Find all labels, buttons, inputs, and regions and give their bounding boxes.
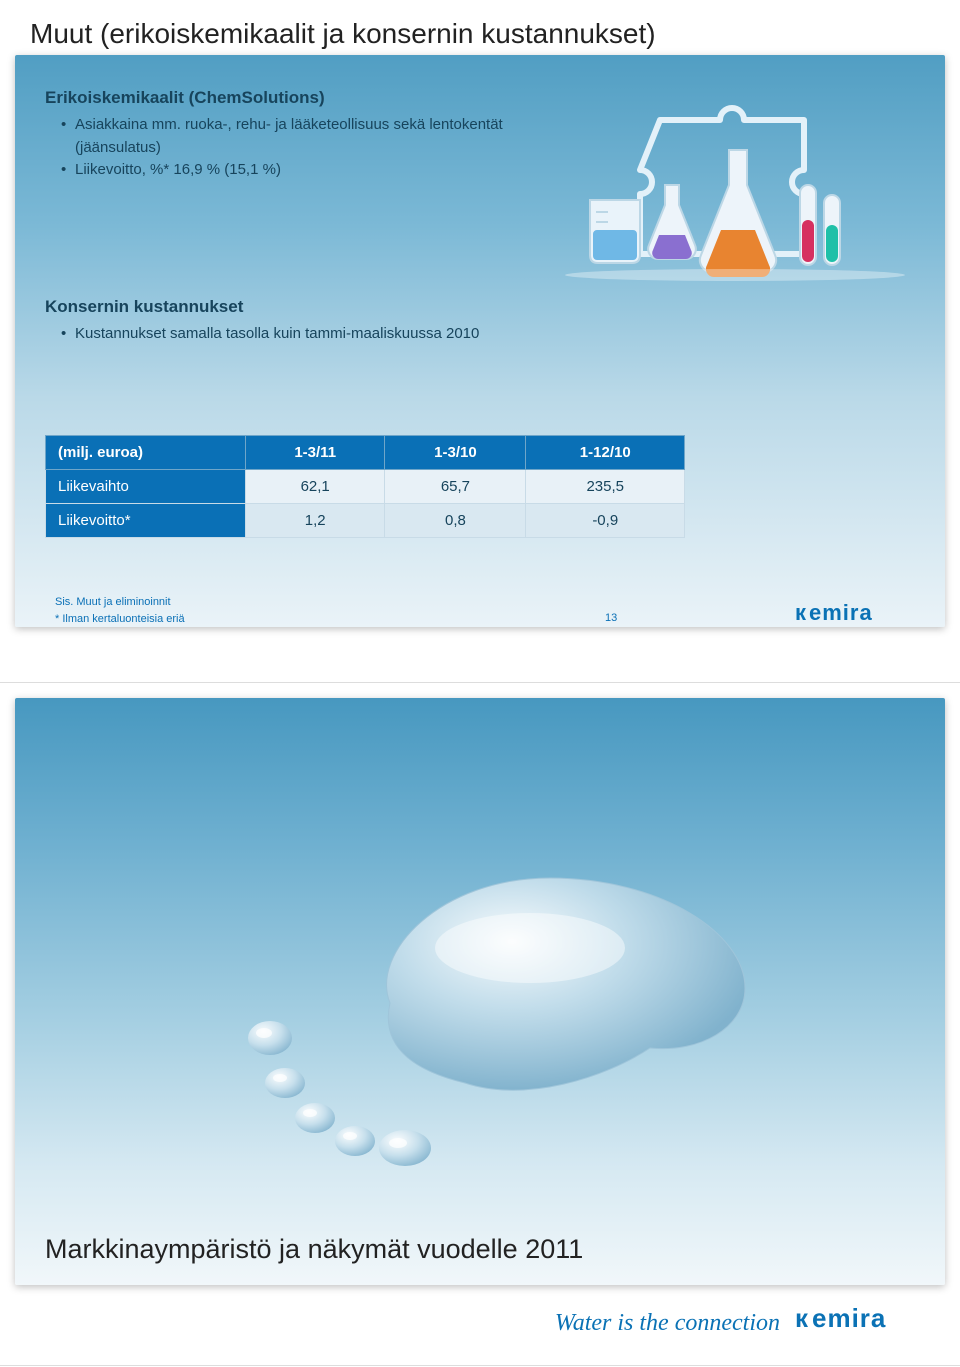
svg-text:emira: emira	[809, 600, 873, 625]
slide1-content: Erikoiskemikaalit (ChemSolutions) Asiakk…	[45, 88, 545, 345]
kemira-logo: к emira	[795, 599, 905, 632]
section2-bullets: Kustannukset samalla tasolla kuin tammi-…	[45, 323, 545, 346]
table-cell: 65,7	[385, 470, 526, 504]
table-row: Liikevaihto 62,1 65,7 235,5	[46, 470, 685, 504]
table-row-label: Liikevoitto*	[46, 504, 246, 538]
section2-heading: Konsernin kustannukset	[45, 297, 545, 317]
page-number: 13	[605, 612, 617, 624]
slide-1: Muut (erikoiskemikaalit ja konsernin kus…	[0, 0, 960, 683]
tagline: Water is the connection	[555, 1310, 780, 1337]
table-row-label: Liikevaihto	[46, 470, 246, 504]
bullet-item: Asiakkaina mm. ruoka-, rehu- ja lääketeo…	[61, 114, 545, 159]
chemistry-graphic	[550, 90, 920, 310]
svg-text:emira: emira	[812, 1303, 886, 1333]
section1-heading: Erikoiskemikaalit (ChemSolutions)	[45, 88, 545, 108]
kemira-logo: к emira	[795, 1303, 925, 1340]
table-cell: 235,5	[526, 470, 685, 504]
svg-text:к: к	[795, 1303, 809, 1333]
bullet-item: Liikevoitto, %* 16,9 % (15,1 %)	[61, 159, 545, 182]
footnotes: Sis. Muut ja eliminoinnit * Ilman kertal…	[55, 594, 185, 627]
table-col-header: (milj. euroa)	[46, 436, 246, 470]
water-footprint-graphic	[230, 823, 780, 1173]
section1-bullets: Asiakkaina mm. ruoka-, rehu- ja lääketeo…	[45, 114, 545, 182]
table-col-header: 1-12/10	[526, 436, 685, 470]
table-cell: -0,9	[526, 504, 685, 538]
table-cell: 1,2	[246, 504, 385, 538]
table-col-header: 1-3/11	[246, 436, 385, 470]
footnote-line: * Ilman kertaluonteisia eriä	[55, 611, 185, 628]
footnote-line: Sis. Muut ja eliminoinnit	[55, 594, 185, 611]
table-cell: 62,1	[246, 470, 385, 504]
table-col-header: 1-3/10	[385, 436, 526, 470]
table-cell: 0,8	[385, 504, 526, 538]
slide-2: Markkinaympäristö ja näkymät vuodelle 20…	[0, 683, 960, 1366]
financial-table: (milj. euroa) 1-3/11 1-3/10 1-12/10 Liik…	[45, 435, 685, 538]
table-row: Liikevoitto* 1,2 0,8 -0,9	[46, 504, 685, 538]
slide1-title: Muut (erikoiskemikaalit ja konsernin kus…	[30, 18, 656, 50]
bullet-item: Kustannukset samalla tasolla kuin tammi-…	[61, 323, 545, 346]
svg-text:к: к	[795, 600, 807, 625]
slide2-title: Markkinaympäristö ja näkymät vuodelle 20…	[45, 1234, 583, 1265]
